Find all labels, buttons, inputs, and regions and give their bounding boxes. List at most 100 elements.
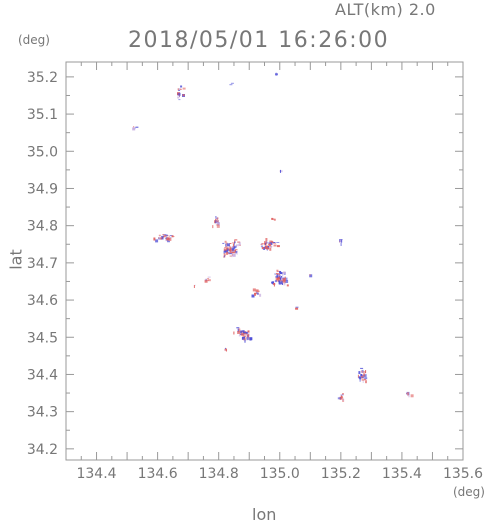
echo-point [360,374,363,376]
echo-point [279,170,283,173]
echo-point [269,242,270,244]
echo-point [275,73,278,76]
echo-point [243,330,244,334]
echo-point [133,126,135,128]
echo-point [252,288,256,292]
echo-point [358,376,360,379]
echo-point [235,250,238,253]
echo-point [229,84,233,86]
echo-point [234,239,238,241]
echo-point [168,237,172,241]
echo-point [170,237,172,239]
echo-point [264,241,267,245]
echo-point [241,336,245,340]
echo-point [206,279,210,281]
echo-point [236,244,240,247]
echo-point [280,169,281,173]
echo-point [341,398,343,400]
echo-point [167,241,170,243]
echo-point [280,275,282,278]
echo-point [182,94,185,97]
echo-point [169,235,173,237]
tick-labels: 134.4 134.6 134.8 135.0 135.2 135.4 135.6 35.2 3… [27,70,483,482]
echo-point [158,234,161,236]
echo-point [295,306,299,308]
x-tick-label: 134.4 [76,466,116,482]
echo-point [244,339,246,343]
echo-point [161,236,164,240]
echo-point [238,328,241,332]
echo-point [269,240,273,243]
echo-point [271,217,274,220]
echo-point [182,87,186,90]
echo-point [231,254,233,258]
echo-point [234,241,236,243]
echo-point [408,394,410,398]
echo-point [224,348,227,351]
echo-point [179,95,180,97]
echo-point [309,274,313,278]
echo-point [230,251,234,254]
echo-point [276,274,279,278]
timestamp-title: 2018/05/01 16:26:00 [128,28,390,53]
echo-point [241,330,244,333]
echo-point [280,282,283,285]
echo-point [337,397,341,400]
echo-point [269,247,272,251]
echo-point [276,245,280,248]
echo-point [256,292,259,295]
echo-point [162,234,165,236]
echo-point [232,253,236,257]
echo-point [167,237,170,240]
echo-point [267,242,269,245]
echo-point [283,271,286,274]
echo-point [284,280,286,284]
echo-point [278,280,281,283]
echo-point [410,394,414,398]
echo-point [285,280,289,283]
echo-point [255,289,259,293]
echo-point [286,284,289,287]
y-tick-label: 34.4 [27,367,58,383]
echo-point [278,282,280,285]
echo-point [272,281,275,285]
echo-point [244,332,248,333]
echo-point [279,274,281,277]
echo-point [364,377,368,380]
echo-point [228,249,230,252]
echo-point [177,96,180,99]
y-tick-label: 35.1 [27,107,58,123]
echo-point [340,394,344,396]
x-tick-label: 135.2 [321,466,361,482]
echo-point [224,247,226,249]
echo-point [177,92,181,96]
echo-point [204,279,208,283]
echo-point [159,236,161,240]
x-tick-label: 134.6 [138,466,178,482]
echo-point [237,241,241,243]
echo-point [364,379,367,380]
echo-point [361,377,364,378]
echo-point [278,281,281,285]
echo-point [273,218,276,221]
echo-point [226,251,229,255]
y-tick-label: 34.2 [27,442,58,458]
x-tick-label: 134.8 [199,466,239,482]
echo-point [222,242,225,244]
echo-point [155,239,159,243]
y-tick-label: 34.6 [27,293,58,309]
echo-point [275,278,279,282]
echo-point [278,273,280,277]
echo-point [233,247,237,249]
echo-point [235,249,238,251]
echo-point [217,219,219,222]
echo-point [340,396,343,398]
echo-point [281,280,283,284]
echo-point [207,276,211,278]
echo-point [233,245,237,248]
echo-point [246,337,249,341]
echo-point [165,234,168,237]
echo-point [282,273,284,277]
echo-point [275,276,279,278]
